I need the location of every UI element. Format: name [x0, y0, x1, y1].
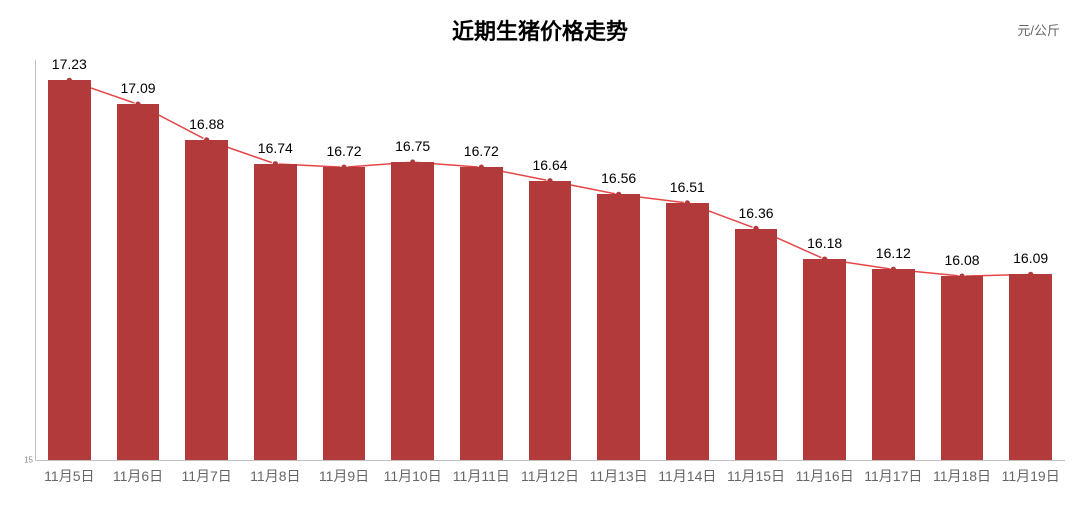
x-axis-line: [35, 460, 1065, 461]
value-label: 17.23: [52, 56, 87, 72]
chart-title: 近期生猪价格走势: [0, 14, 1080, 46]
price-bar: [460, 167, 503, 460]
price-bar: [391, 162, 434, 460]
price-bar: [735, 229, 778, 460]
chart-unit-label: 元/公斤: [1017, 20, 1060, 39]
value-label: 16.88: [189, 116, 224, 132]
x-category-label: 11月7日: [181, 466, 231, 486]
value-label: 16.12: [876, 245, 911, 261]
value-label: 16.72: [326, 143, 361, 159]
price-bar: [117, 104, 160, 460]
price-bar: [323, 167, 366, 460]
value-label: 16.09: [1013, 250, 1048, 266]
x-category-label: 11月12日: [521, 466, 579, 486]
x-category-label: 11月17日: [864, 466, 922, 486]
y-tick-label: 15: [24, 456, 35, 465]
x-category-label: 11月18日: [933, 466, 991, 486]
price-bar: [48, 80, 91, 460]
x-category-label: 11月14日: [658, 466, 716, 486]
value-label: 16.08: [944, 252, 979, 268]
x-category-label: 11月6日: [113, 466, 163, 486]
price-bar: [1009, 274, 1052, 460]
value-label: 16.72: [464, 143, 499, 159]
x-category-label: 11月16日: [796, 466, 854, 486]
x-category-label: 11月9日: [319, 466, 369, 486]
x-category-label: 11月10日: [384, 466, 442, 486]
plot-area: 15 17.2311月5日17.0911月6日16.8811月7日16.7411…: [35, 60, 1065, 460]
price-trend-chart: 近期生猪价格走势 元/公斤 15 17.2311月5日17.0911月6日16.…: [0, 0, 1080, 511]
x-category-label: 11月19日: [1002, 466, 1060, 486]
price-bar: [529, 181, 572, 460]
value-label: 16.74: [258, 140, 293, 156]
value-label: 16.36: [738, 205, 773, 221]
price-bar: [185, 140, 228, 460]
x-category-label: 11月8日: [250, 466, 300, 486]
value-label: 16.56: [601, 170, 636, 186]
x-category-label: 11月15日: [727, 466, 785, 486]
x-category-label: 11月13日: [590, 466, 648, 486]
value-label: 16.51: [670, 179, 705, 195]
price-bar: [597, 194, 640, 460]
price-bar: [872, 269, 915, 460]
value-label: 16.18: [807, 235, 842, 251]
price-bar: [803, 259, 846, 460]
value-label: 16.75: [395, 138, 430, 154]
x-category-label: 11月11日: [453, 466, 510, 486]
x-category-label: 11月5日: [44, 466, 94, 486]
value-label: 17.09: [120, 80, 155, 96]
price-bar: [941, 276, 984, 460]
value-label: 16.64: [532, 157, 567, 173]
price-bar: [666, 203, 709, 460]
price-bar: [254, 164, 297, 460]
